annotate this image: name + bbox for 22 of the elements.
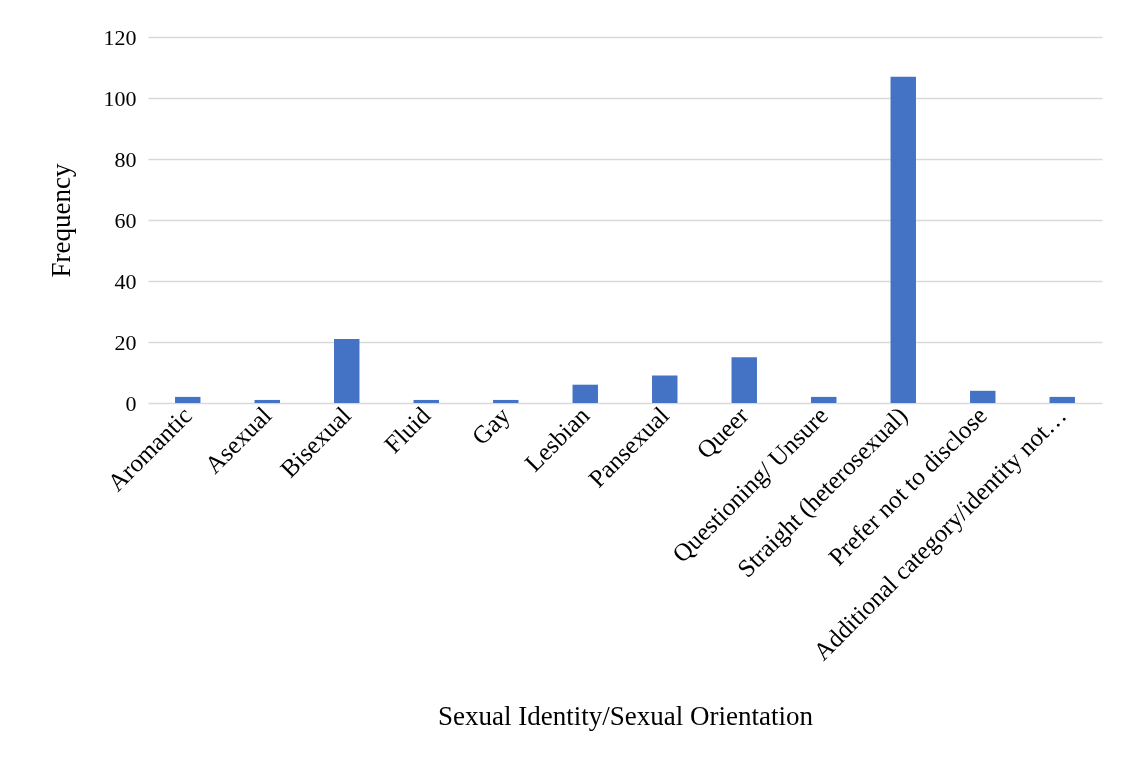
y-tick-label: 120 [103, 24, 137, 50]
y-tick-label: 20 [114, 329, 137, 355]
bar [413, 399, 439, 403]
bar [334, 338, 360, 403]
y-tick-label: 80 [114, 146, 137, 172]
bar [493, 399, 519, 403]
x-tick-label: Gay [466, 401, 516, 451]
bar [175, 396, 201, 403]
bar [811, 396, 837, 403]
bar [572, 384, 598, 403]
y-tick-label: 0 [125, 390, 137, 416]
bar [890, 76, 916, 403]
y-axis-title: Frequency [45, 163, 76, 278]
y-tick-label: 60 [114, 207, 137, 233]
x-axis-title: Sexual Identity/Sexual Orientation [438, 700, 814, 731]
bar [652, 375, 678, 403]
bar [254, 399, 280, 403]
y-tick-label: 100 [103, 85, 137, 111]
bar [731, 357, 757, 403]
bar [970, 390, 996, 403]
bar [1049, 396, 1075, 403]
y-tick-label: 40 [114, 268, 137, 294]
